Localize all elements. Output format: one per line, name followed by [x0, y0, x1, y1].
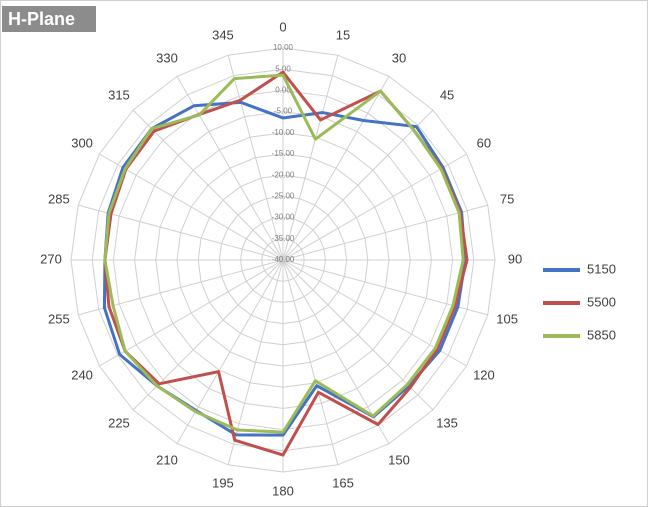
r-tick-label: -15.00: [272, 149, 295, 158]
category-label: 60: [477, 135, 491, 150]
spoke: [282, 109, 434, 261]
chart-title: H-Plane: [8, 9, 75, 29]
category-label: 45: [440, 87, 454, 102]
category-label: 180: [272, 483, 294, 498]
spoke: [282, 259, 339, 465]
category-label: 315: [108, 87, 130, 102]
legend-label: 5500: [587, 294, 616, 309]
category-label: 300: [71, 135, 93, 150]
category-label: 120: [473, 367, 495, 382]
r-tick-label: -25.00: [272, 192, 295, 201]
r-tick-label: 5.00: [275, 64, 291, 73]
category-label: 15: [336, 27, 350, 42]
spoke: [99, 259, 284, 367]
spoke: [282, 204, 488, 261]
r-tick-label: 0.00: [275, 86, 291, 95]
category-label: 150: [388, 452, 410, 467]
category-label: 285: [48, 191, 70, 206]
category-label: 135: [436, 415, 458, 430]
category-label: 195: [212, 476, 234, 491]
r-tick-label: -30.00: [272, 213, 295, 222]
category-label: 90: [508, 251, 522, 266]
spoke: [282, 76, 390, 261]
r-tick-label: 10.00: [273, 43, 294, 52]
category-label: 210: [156, 452, 178, 467]
category-label: 255: [48, 311, 70, 326]
spoke: [282, 55, 339, 261]
series-line: [102, 100, 467, 437]
series-line: [103, 73, 465, 434]
category-label: 30: [392, 51, 406, 66]
category-label: 330: [156, 51, 178, 66]
legend-label: 5150: [587, 261, 616, 276]
spoke: [176, 259, 284, 444]
spoke: [99, 153, 284, 261]
spoke: [132, 109, 284, 261]
spoke: [227, 55, 284, 261]
category-label: 105: [496, 311, 518, 326]
category-label: 345: [212, 27, 234, 42]
r-tick-label: -40.00: [272, 255, 295, 264]
title-box: [2, 6, 96, 32]
spoke: [282, 259, 390, 444]
category-label: 225: [108, 415, 130, 430]
category-label: 165: [332, 476, 354, 491]
category-label: 270: [40, 251, 62, 266]
category-label: 240: [71, 367, 93, 382]
spoke: [282, 153, 467, 261]
r-tick-label: -5.00: [274, 107, 293, 116]
legend-label: 5850: [587, 327, 616, 342]
r-tick-label: -10.00: [272, 128, 295, 137]
r-tick-label: -20.00: [272, 170, 295, 179]
category-label: 0: [279, 19, 286, 34]
r-tick-label: -35.00: [272, 234, 295, 243]
category-label: 75: [500, 191, 514, 206]
